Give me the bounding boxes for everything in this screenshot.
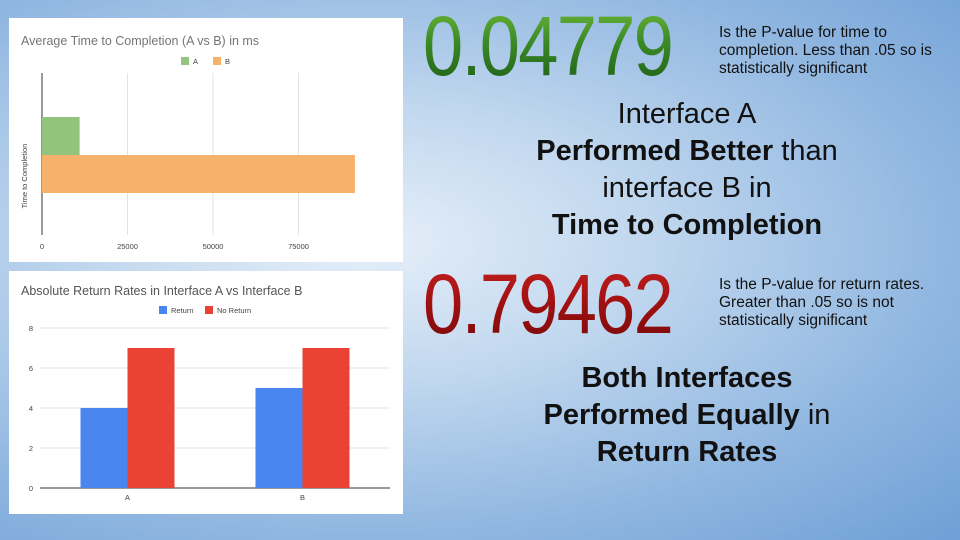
return-conclusion-line3: Return Rates (596, 436, 778, 468)
time-chart-title: Average Time to Completion (A vs B) in m… (21, 34, 259, 48)
completion-conclusion-rest: than (773, 135, 838, 167)
legend-label-a: A (193, 57, 198, 66)
bar-no-return-a (127, 348, 175, 488)
bar-return-a (80, 408, 128, 488)
return-chart-legend: Return No Return (159, 306, 251, 315)
completion-conclusion-line2: Performed Better than (452, 133, 922, 170)
completion-conclusion: Interface A Performed Better than interf… (452, 96, 922, 244)
y-tick-label: 4 (29, 404, 33, 413)
legend-label-return: Return (171, 306, 194, 315)
bar-a (42, 117, 80, 155)
completion-conclusion-bold: Performed Better (536, 135, 774, 167)
time-chart-y-axis-label: Time to Completion (20, 144, 29, 209)
return-conclusion-rest: in (799, 399, 831, 431)
completion-conclusion-line1: Interface A (617, 98, 757, 130)
legend-label-b: B (225, 57, 230, 66)
bar-no-return-b (302, 348, 350, 488)
x-tick-label: A (125, 493, 130, 502)
time-to-completion-chart: Average Time to Completion (A vs B) in m… (9, 18, 403, 262)
return-rates-chart: Absolute Return Rates in Interface A vs … (9, 271, 403, 514)
time-chart-ticks: 0 25000 50000 75000 (40, 242, 309, 251)
y-tick-label: 0 (29, 484, 33, 493)
return-conclusion-line2: Performed Equally in (452, 397, 922, 434)
x-tick-label: 50000 (203, 242, 224, 251)
y-tick-label: 2 (29, 444, 33, 453)
return-pvalue: 0.79462 (423, 257, 674, 351)
completion-conclusion-line4: Time to Completion (551, 209, 823, 241)
time-chart-svg: Average Time to Completion (A vs B) in m… (20, 34, 355, 251)
legend-swatch-b (213, 57, 221, 65)
completion-pvalue: 0.04779 (423, 0, 674, 93)
legend-swatch-no-return (205, 306, 213, 314)
return-conclusion-bold: Performed Equally (543, 399, 800, 431)
y-tick-label: 6 (29, 364, 33, 373)
return-chart-svg: Absolute Return Rates in Interface A vs … (21, 284, 390, 502)
x-tick-label: 75000 (288, 242, 309, 251)
return-chart-ticks: 0 2 4 6 8 A B (29, 324, 305, 502)
x-tick-label: 0 (40, 242, 44, 251)
x-tick-label: B (300, 493, 305, 502)
return-conclusion-line1: Both Interfaces (581, 362, 793, 394)
return-chart-bars (80, 348, 350, 488)
time-chart-bars (42, 117, 355, 193)
legend-swatch-return (159, 306, 167, 314)
time-chart-grid (41, 73, 299, 235)
return-conclusion: Both Interfaces Performed Equally in Ret… (452, 360, 922, 471)
completion-pvalue-note: Is the P-value for time to completion. L… (719, 24, 932, 77)
y-tick-label: 8 (29, 324, 33, 333)
return-pvalue-note: Is the P-value for return rates. Greater… (719, 276, 925, 329)
return-chart-title: Absolute Return Rates in Interface A vs … (21, 284, 302, 298)
bar-b (42, 155, 355, 193)
bar-return-b (255, 388, 303, 488)
x-tick-label: 25000 (117, 242, 138, 251)
completion-conclusion-line3: interface B in (602, 172, 772, 204)
legend-swatch-a (181, 57, 189, 65)
legend-label-no-return: No Return (217, 306, 251, 315)
